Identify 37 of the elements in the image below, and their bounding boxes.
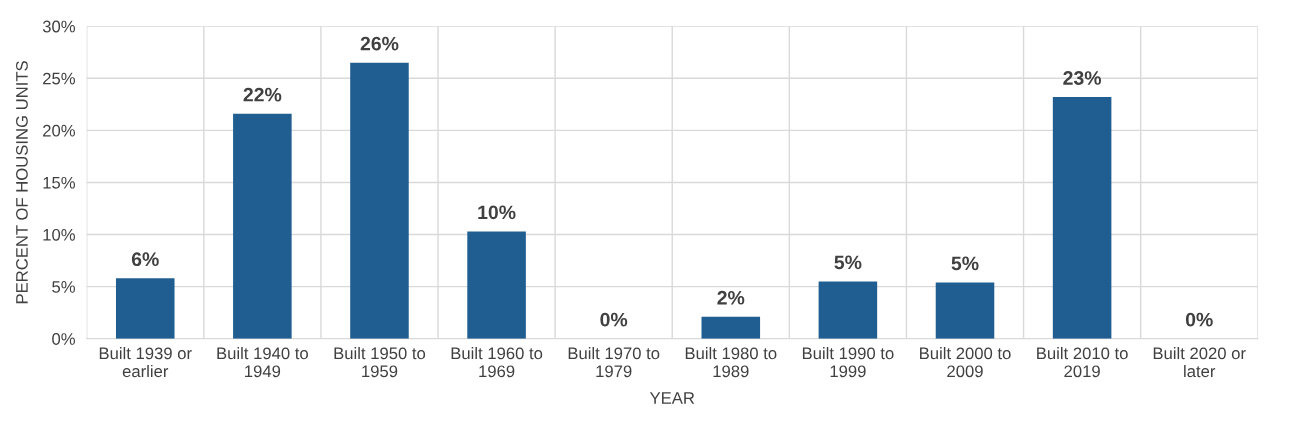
y-tick-label: 15% xyxy=(43,176,75,189)
y-tick-label: 0% xyxy=(52,333,75,345)
bar xyxy=(701,316,761,339)
x-tick-label: Built 2000 to 2009 xyxy=(920,347,1011,378)
x-tick-label: Built 1960 to 1969 xyxy=(451,347,543,378)
x-tick-label: Built 2020 or later xyxy=(1153,347,1246,378)
x-axis-title: YEAR xyxy=(649,392,695,404)
bar xyxy=(818,281,878,339)
data-label: 6% xyxy=(131,252,159,267)
data-label: 22% xyxy=(243,87,282,102)
x-tick-label: Built 1980 to 1989 xyxy=(685,347,777,378)
data-label: 10% xyxy=(478,205,516,220)
bar xyxy=(350,62,409,339)
x-tick-label: Built 1990 to 1999 xyxy=(802,347,894,378)
bar xyxy=(233,113,292,339)
x-tick-label: Built 1950 to 1959 xyxy=(334,347,426,378)
y-tick-label: 10% xyxy=(43,228,75,241)
y-tick-label: 25% xyxy=(43,72,75,85)
bar xyxy=(1052,97,1112,339)
bar xyxy=(115,278,175,339)
x-tick-label: Built 1940 to 1949 xyxy=(217,347,308,378)
y-tick-label: 30% xyxy=(42,20,75,33)
bar xyxy=(467,231,526,339)
data-label: 0% xyxy=(600,312,628,327)
data-label: 5% xyxy=(951,256,979,271)
x-tick-label: Built 2010 to 2019 xyxy=(1037,347,1128,378)
bar xyxy=(935,282,995,339)
data-label: 23% xyxy=(1063,71,1102,85)
x-tick-label: Built 1970 to 1979 xyxy=(568,347,660,378)
y-axis-title: PERCENT OF HOUSING UNITS xyxy=(16,61,28,304)
y-tick-label: 5% xyxy=(52,281,75,293)
data-label: 26% xyxy=(360,36,399,51)
data-label: 5% xyxy=(834,255,862,270)
y-tick-label: 20% xyxy=(43,124,75,137)
data-label: 2% xyxy=(717,290,745,305)
data-label: 0% xyxy=(1185,312,1213,327)
x-tick-label: Built 1939 or earlier xyxy=(99,347,192,378)
